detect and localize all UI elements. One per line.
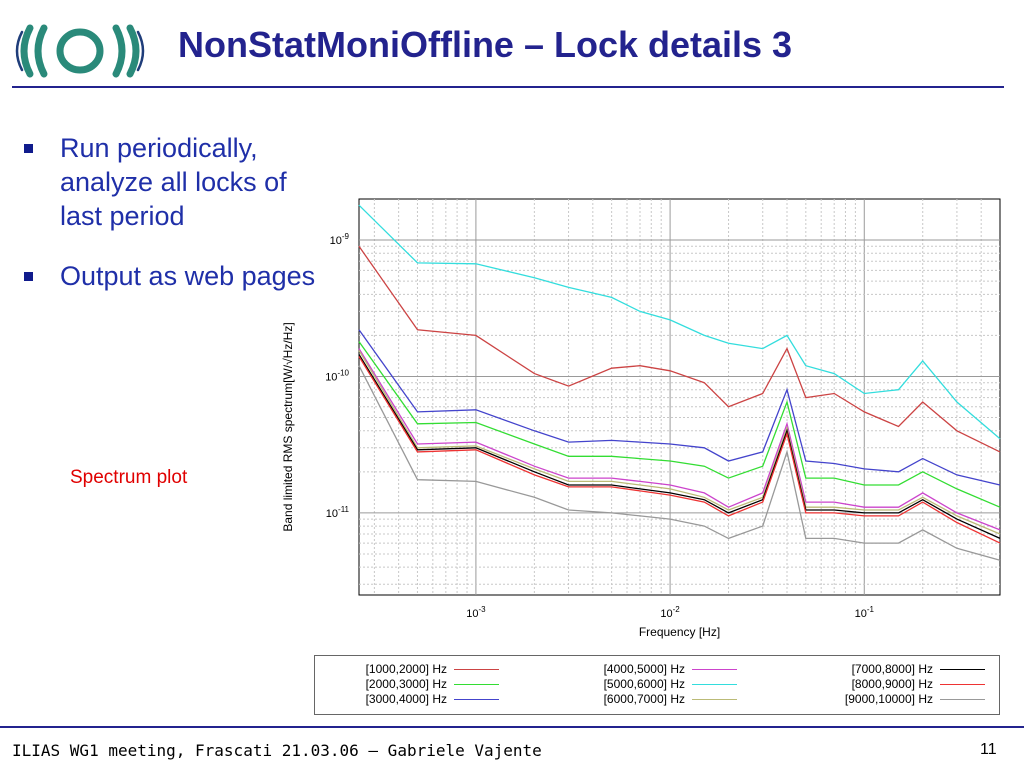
spectrum-caption: Spectrum plot — [70, 467, 188, 488]
series-line — [358, 348, 1001, 531]
legend-item: [9000,10000] Hz — [793, 692, 993, 707]
legend-item: [5000,6000] Hz — [545, 677, 745, 692]
bullet-square-icon — [24, 144, 33, 153]
legend-swatch — [940, 684, 985, 685]
series-line — [358, 329, 1001, 486]
legend-item: [1000,2000] Hz — [307, 662, 507, 677]
legend-label: [3000,4000] Hz — [365, 692, 447, 706]
footer-text: ILIAS WG1 meeting, Frascati 21.03.06 – G… — [12, 741, 542, 760]
series-line — [358, 365, 1001, 561]
x-tick-label: 10-3 — [466, 605, 486, 620]
legend-label: [2000,3000] Hz — [365, 677, 447, 691]
legend-item: [3000,4000] Hz — [307, 692, 507, 707]
x-axis-label: Frequency [Hz] — [639, 625, 720, 639]
series-line — [358, 204, 1001, 440]
y-axis-label: Band limited RMS spectrum[W/√Hz/Hz] — [281, 322, 295, 531]
legend-swatch — [454, 669, 499, 670]
series-line — [358, 341, 1001, 508]
legend-label: [4000,5000] Hz — [603, 662, 685, 676]
series-line — [358, 350, 1001, 535]
title-divider — [12, 86, 1004, 88]
plot-area — [358, 198, 1001, 596]
bullet-text: Run periodically, analyze all locks of l… — [60, 133, 287, 231]
legend-label: [9000,10000] Hz — [844, 692, 933, 706]
series-line — [358, 354, 1001, 539]
legend-swatch — [692, 699, 737, 700]
legend-swatch — [692, 669, 737, 670]
legend-label: [6000,7000] Hz — [603, 692, 685, 706]
x-tick-label: 10-2 — [660, 605, 680, 620]
series-line — [358, 245, 1001, 453]
legend-label: [1000,2000] Hz — [365, 662, 447, 676]
legend-item: [2000,3000] Hz — [307, 677, 507, 692]
legend-swatch — [940, 699, 985, 700]
ilias-logo — [15, 24, 145, 78]
chart-legend: [1000,2000] Hz [2000,3000] Hz [3000,4000] … — [314, 655, 1000, 715]
spectrum-chart: 10-3 10-2 10-1 10-9 10-10 10-11 Frequency [Hz]… — [281, 198, 1001, 639]
legend-item: [8000,9000] Hz — [793, 677, 993, 692]
legend-label: [8000,9000] Hz — [851, 677, 933, 691]
slide-title: NonStatMoniOffline – Lock details 3 — [178, 24, 793, 65]
bullet-square-icon — [24, 272, 33, 281]
bullet-item: Output as web pages — [24, 259, 324, 334]
bullet-text: Output as web pages — [60, 261, 316, 291]
legend-swatch — [692, 684, 737, 685]
legend-item: [7000,8000] Hz — [793, 662, 993, 677]
legend-label: [5000,6000] Hz — [603, 677, 685, 691]
legend-item: [4000,5000] Hz — [545, 662, 745, 677]
legend-swatch — [454, 684, 499, 685]
legend-swatch — [454, 699, 499, 700]
x-tick-label: 10-1 — [855, 605, 875, 620]
footer-divider — [0, 726, 1024, 728]
series-line — [358, 356, 1001, 544]
y-tick-label: 10-11 — [326, 505, 350, 520]
page-number: 11 — [980, 741, 997, 758]
legend-swatch — [940, 669, 985, 670]
legend-item: [6000,7000] Hz — [545, 692, 745, 707]
y-tick-label: 10-9 — [330, 232, 350, 247]
bullet-item: Run periodically, analyze all locks of l… — [24, 131, 324, 241]
y-tick-label: 10-10 — [325, 368, 349, 383]
legend-label: [7000,8000] Hz — [851, 662, 933, 676]
